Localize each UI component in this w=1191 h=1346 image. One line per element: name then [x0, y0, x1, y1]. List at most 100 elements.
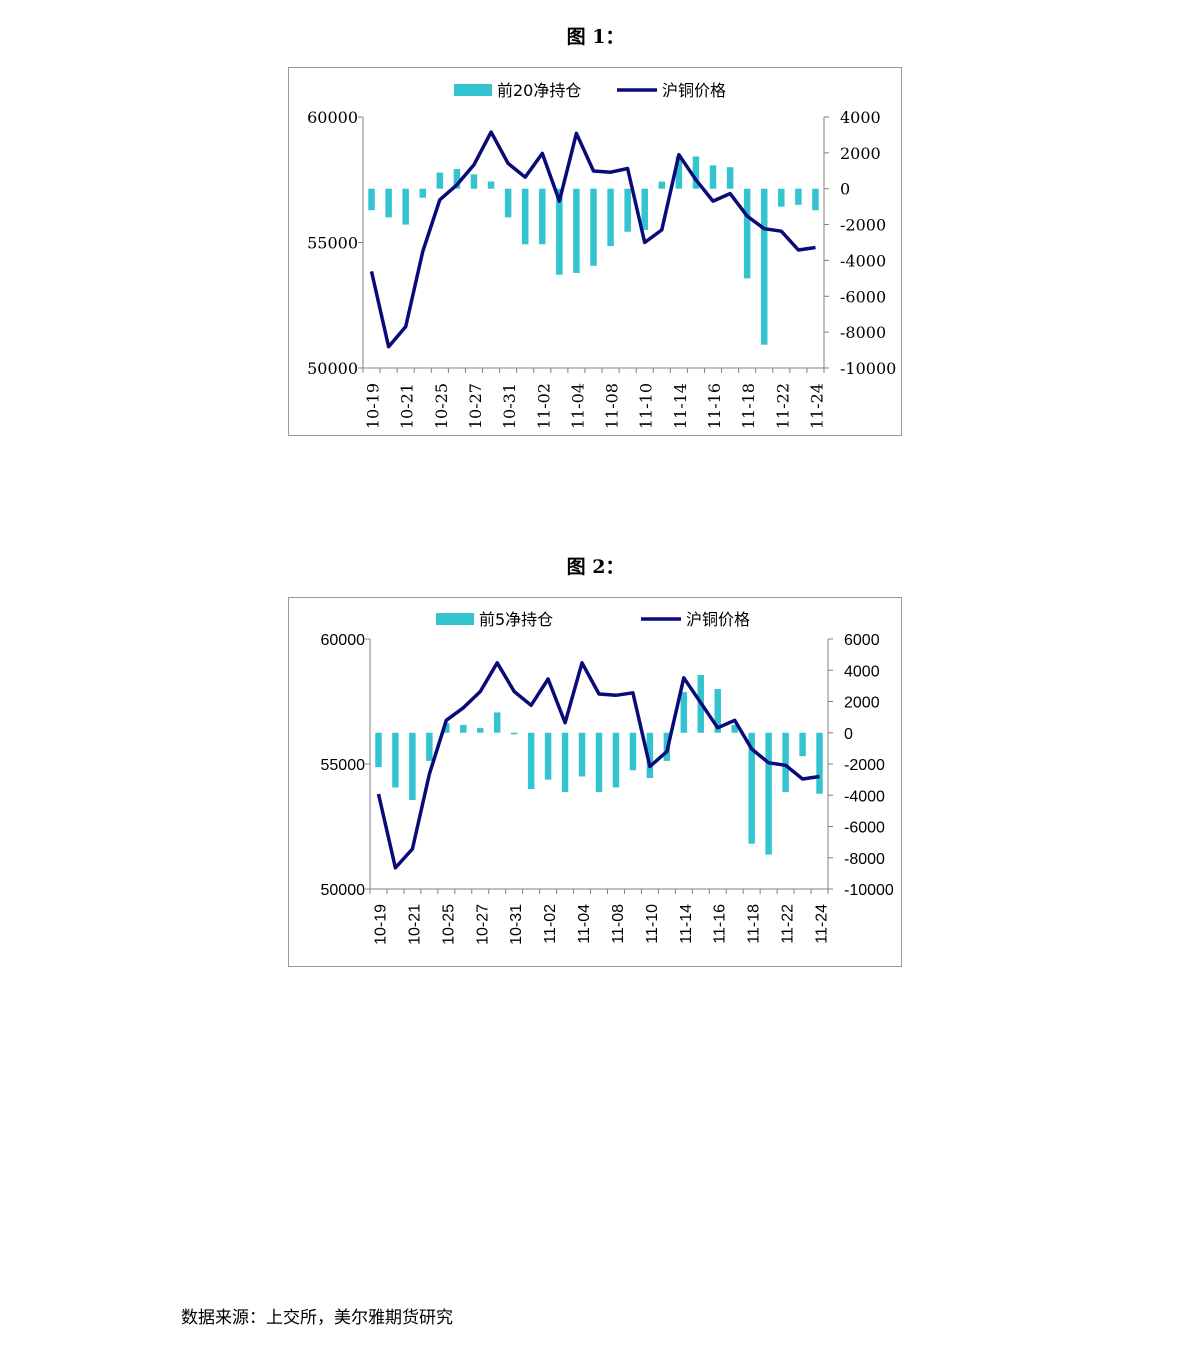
net-position-bar: [782, 732, 789, 793]
net-position-bar: [624, 188, 631, 232]
net-position-bar: [573, 188, 580, 273]
net-position-bar: [795, 188, 802, 205]
x-tick-label: 11-18: [746, 904, 763, 944]
x-tick-label: 11-10: [637, 383, 656, 429]
x-tick-label: 11-10: [644, 904, 661, 944]
x-tick-label: 11-08: [610, 904, 627, 944]
net-position-bar: [646, 732, 654, 779]
net-position-bar: [460, 724, 467, 733]
figure-2-title: 图 2：: [566, 556, 625, 578]
x-tick-label: 10-19: [364, 383, 383, 429]
copper-price-line: [376, 661, 820, 870]
net-position-bar: [658, 181, 666, 189]
x-tick-label: 11-14: [678, 904, 695, 944]
figure-1-title: 图 1：: [566, 26, 625, 48]
right-tick-label: 0: [844, 726, 853, 743]
net-position-bar: [590, 188, 597, 266]
net-position-bar: [675, 156, 683, 189]
left-tick-label: 60000: [307, 108, 358, 127]
net-position-bar: [470, 174, 478, 189]
legend-line-label: 沪铜价格: [662, 81, 726, 100]
net-position-bar: [477, 728, 484, 733]
x-tick-label: 10-31: [500, 383, 519, 429]
x-tick-label: 11-04: [568, 383, 587, 429]
right-tick-label: 6000: [844, 632, 880, 649]
x-tick-label: 10-27: [466, 383, 485, 429]
chart-2-svg: 60000 55000 50000 6000 4000 2000 0 -2000 -4000 -6…: [321, 610, 894, 945]
net-position-bar: [714, 689, 721, 733]
chart-1: 60000 55000 50000 4000 2000 0 -2000 -4000 -6000 -…: [288, 67, 902, 436]
x-tick-label: 10-21: [406, 904, 423, 945]
net-position-bar: [812, 188, 819, 211]
net-position-bar: [778, 188, 785, 207]
net-position-bar: [612, 732, 620, 788]
right-tick-label: 4000: [840, 108, 881, 127]
net-position-bar: [368, 188, 375, 211]
net-position-bar: [726, 167, 734, 189]
x-tick-label: 11-16: [712, 904, 729, 944]
net-position-bar: [375, 732, 382, 768]
right-tick-label: -6000: [844, 820, 885, 837]
legend-bar-label: 前20净持仓: [497, 81, 581, 100]
net-position-bar: [402, 188, 409, 225]
x-tick-label: 10-19: [372, 904, 389, 945]
left-tick-label: 55000: [321, 757, 366, 774]
x-tick-label: 11-24: [814, 904, 831, 944]
right-tick-label: 2000: [844, 695, 880, 712]
x-tick-label: 10-31: [508, 904, 525, 945]
chart-2: 60000 55000 50000 6000 4000 2000 0 -2000 -4000 -6…: [288, 597, 902, 967]
net-position-bar: [743, 188, 751, 279]
x-tick-label: 11-22: [773, 383, 792, 429]
net-position-bar: [692, 156, 700, 189]
net-position-bar: [816, 732, 823, 794]
right-tick-label: 0: [840, 180, 850, 199]
chart-1-svg: 60000 55000 50000 4000 2000 0 -2000 -4000 -6000 -…: [307, 81, 896, 429]
x-tick-label: 10-21: [398, 383, 417, 429]
net-position-bar: [709, 165, 717, 189]
x-tick-label: 10-25: [432, 383, 451, 429]
net-position-bar: [527, 732, 535, 789]
net-position-bar: [419, 188, 427, 198]
x-tick-label: 11-08: [603, 383, 622, 429]
net-position-bar: [409, 732, 416, 800]
net-position-bar: [748, 732, 755, 844]
legend-bar-swatch: [454, 84, 492, 96]
right-tick-label: -8000: [844, 851, 885, 868]
x-tick-label: 11-14: [671, 383, 690, 429]
x-tick-label: 11-04: [576, 904, 593, 944]
x-tick-label: 11-02: [542, 904, 559, 944]
net-position-bar: [680, 692, 688, 733]
left-tick-label: 60000: [321, 632, 366, 649]
legend-line-label: 沪铜价格: [686, 610, 750, 629]
net-position-bar: [443, 723, 450, 733]
net-position-bar: [578, 732, 586, 777]
net-position-bar: [765, 732, 772, 855]
net-position-bar: [392, 732, 399, 788]
net-position-bar: [607, 188, 614, 247]
right-tick-label: -4000: [844, 788, 885, 805]
x-tick-label: 11-16: [705, 383, 724, 429]
legend-bar-swatch: [436, 613, 474, 625]
net-position-bar: [544, 732, 552, 780]
copper-price-line: [369, 130, 816, 349]
net-position-bar: [539, 188, 546, 245]
x-tick-label: 11-18: [739, 383, 758, 429]
x-tick-label: 11-22: [780, 904, 797, 944]
net-position-bar: [487, 181, 495, 189]
net-position-bar: [641, 188, 648, 230]
net-position-bar: [760, 188, 768, 345]
left-tick-label: 55000: [307, 234, 358, 253]
right-tick-label: -8000: [840, 323, 886, 342]
source-note: 数据来源：上交所，美尔雅期货研究: [181, 1308, 453, 1328]
right-tick-label: -2000: [840, 216, 886, 235]
net-position-bar: [521, 188, 529, 245]
left-tick-label: 50000: [307, 359, 358, 378]
left-tick-label: 50000: [321, 882, 366, 899]
right-tick-label: 2000: [840, 144, 881, 163]
net-position-bar: [799, 732, 806, 757]
x-tick-label: 11-02: [534, 383, 553, 429]
net-position-bar: [385, 188, 392, 218]
right-tick-label: -6000: [840, 287, 886, 306]
net-position-bar: [561, 732, 569, 793]
net-position-bar: [731, 724, 738, 733]
